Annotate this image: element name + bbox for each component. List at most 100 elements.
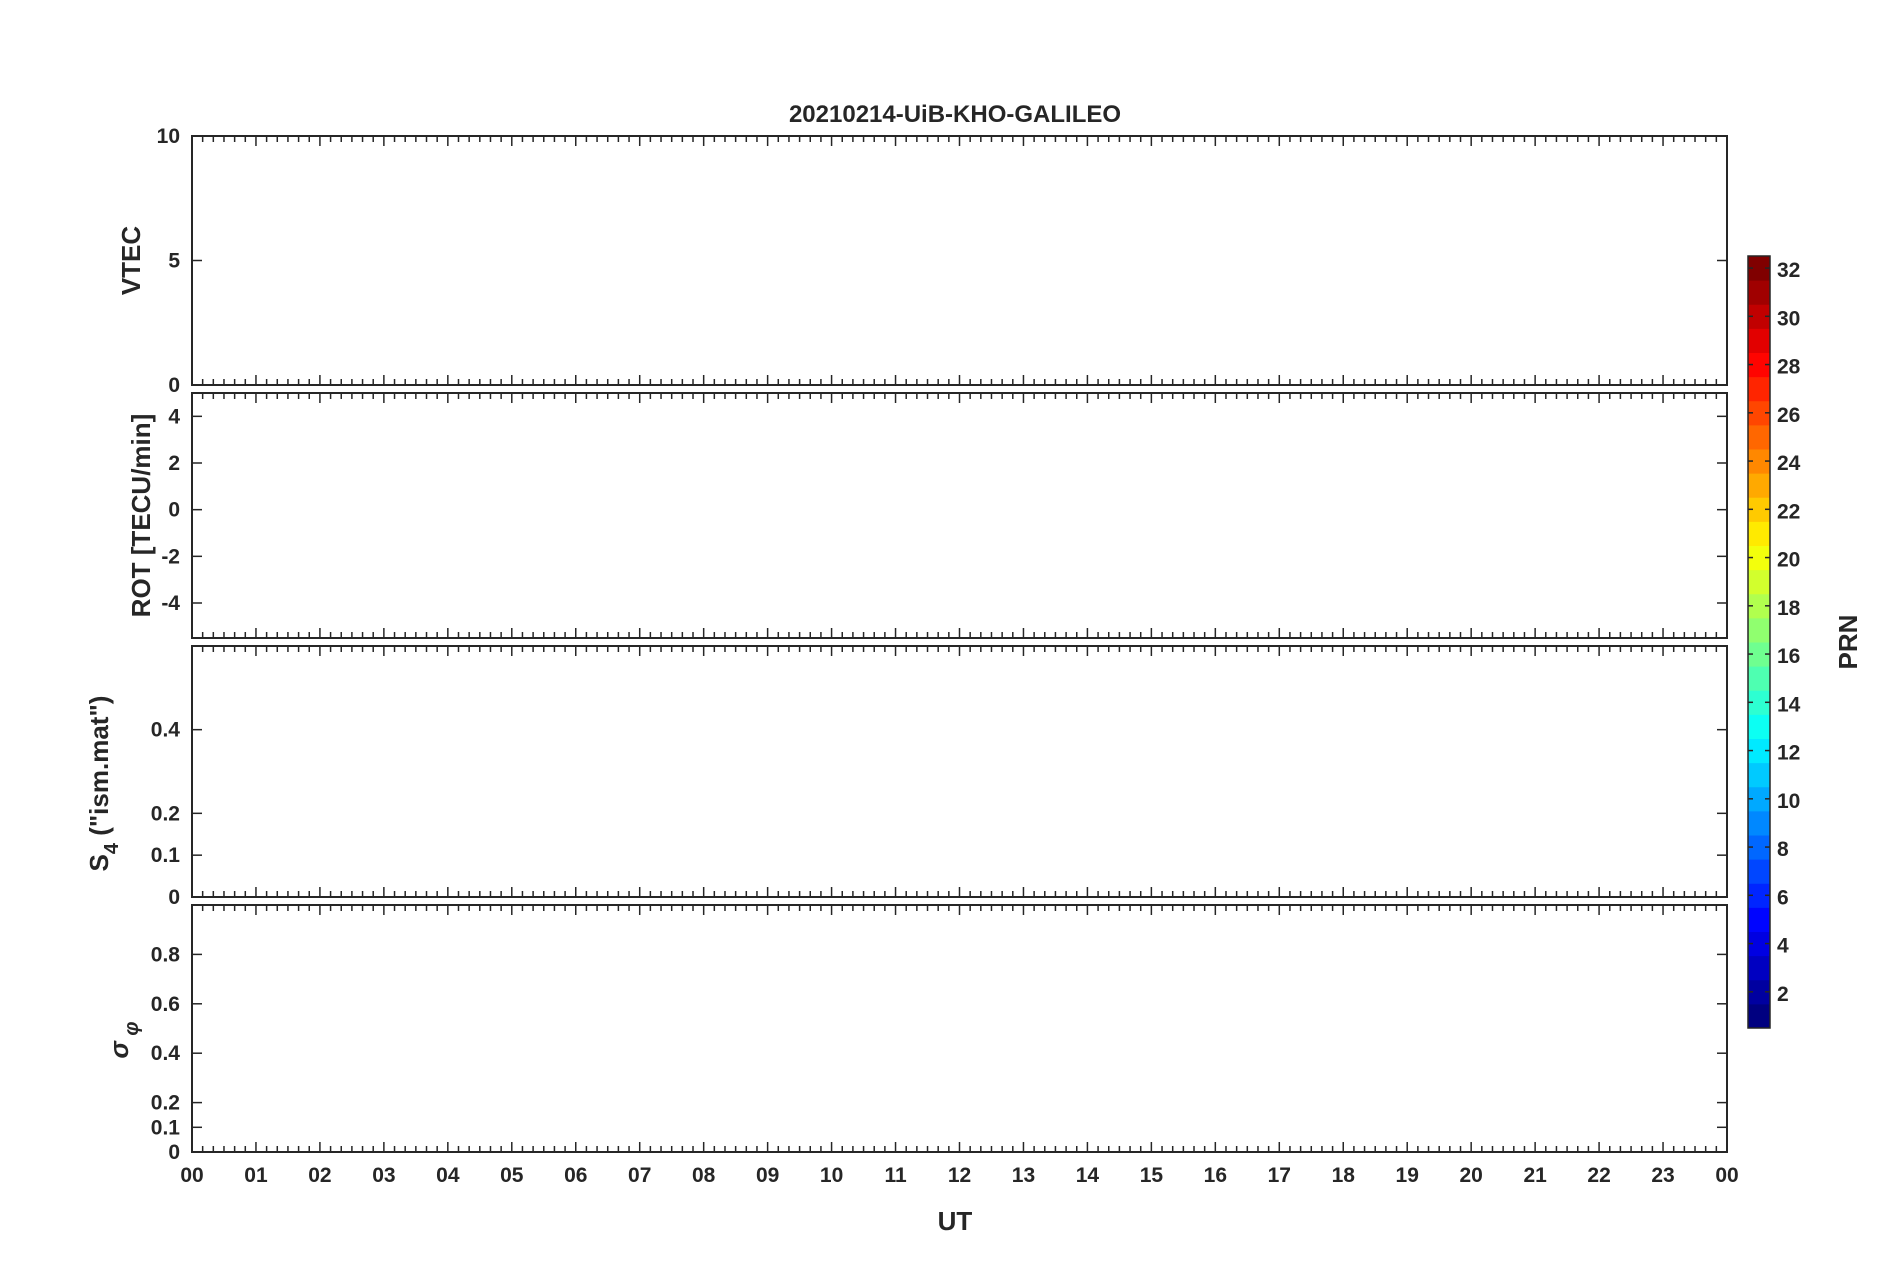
colorbar-tick-2: 2	[1777, 983, 1789, 1006]
xtick-label-0: 00	[180, 1164, 203, 1187]
colorbar-swatch-25	[1748, 424, 1770, 450]
ytick-label-rot--4: -4	[161, 592, 180, 615]
colorbar-swatch-22	[1748, 497, 1770, 522]
colorbar-swatch-15	[1748, 666, 1770, 691]
colorbar-tick-16: 16	[1777, 645, 1800, 668]
colorbar-swatch-3	[1748, 955, 1770, 981]
colorbar-swatch-20	[1748, 545, 1770, 571]
y-axis-label-rot: ROT [TECU/min]	[126, 414, 156, 618]
ytick-label-s4-0.1: 0.1	[151, 844, 181, 867]
colorbar-swatch-27	[1748, 376, 1770, 402]
ytick-label-s4-0.4: 0.4	[151, 719, 181, 742]
panel-rot: -4 -2 0 2 4 ROT [TECU/min]	[126, 392, 1728, 639]
colorbar-swatch-4	[1748, 931, 1770, 957]
colorbar-swatch-21	[1748, 521, 1770, 546]
colorbar-tick-24: 24	[1777, 452, 1801, 475]
colorbar-tick-22: 22	[1777, 500, 1800, 523]
colorbar-swatch-24	[1748, 449, 1770, 474]
colorbar-swatch-23	[1748, 473, 1770, 498]
ytick-label-sigma-0.1: 0.1	[151, 1116, 181, 1139]
colorbar-swatch-28	[1748, 352, 1770, 378]
colorbar-swatch-6	[1748, 883, 1770, 908]
y-axis-label-sigma: σ φ	[104, 1022, 143, 1059]
colorbar-tick-6: 6	[1777, 886, 1789, 909]
ytick-label-sigma-0.2: 0.2	[151, 1092, 180, 1115]
ytick-label-sigma-0.8: 0.8	[151, 943, 181, 966]
colorbar-swatch-17	[1748, 617, 1770, 643]
xtick-label-7: 07	[628, 1164, 651, 1187]
xtick-label-9: 09	[756, 1164, 779, 1187]
colorbar-swatch-9	[1748, 810, 1770, 836]
xtick-label-5: 05	[500, 1164, 524, 1187]
ytick-label-rot-0: 0	[168, 499, 180, 522]
ytick-label-s4-0: 0	[168, 886, 180, 909]
colorbar-tick-14: 14	[1777, 693, 1801, 716]
colorbar-swatch-11	[1748, 762, 1770, 788]
ytick-label-vtec-10: 10	[157, 125, 180, 148]
colorbar-swatch-16	[1748, 642, 1770, 667]
colorbar-swatch-26	[1748, 400, 1770, 426]
colorbar-tick-26: 26	[1777, 404, 1800, 427]
panel-s4: 0 0.1 0.2 0.4 S4 ("ism.mat")	[84, 645, 1728, 909]
colorbar-swatch-14	[1748, 690, 1770, 715]
xtick-label-15: 15	[1140, 1164, 1164, 1187]
xtick-label-19: 19	[1396, 1164, 1419, 1187]
xtick-label-6: 06	[564, 1164, 587, 1187]
colorbar-swatch-18	[1748, 593, 1770, 619]
xtick-label-1: 01	[244, 1164, 268, 1187]
colorbar-swatch-5	[1748, 907, 1770, 932]
ytick-label-rot-4: 4	[168, 405, 180, 428]
colorbar-tick-10: 10	[1777, 790, 1800, 813]
colorbar-tick-20: 20	[1777, 549, 1800, 572]
ytick-label-rot--2: -2	[161, 545, 180, 568]
colorbar-swatch-8	[1748, 835, 1770, 860]
colorbar-swatch-31	[1748, 280, 1770, 305]
colorbar-tick-12: 12	[1777, 742, 1800, 765]
xtick-label-12: 12	[948, 1164, 971, 1187]
panel-rot-frame	[191, 392, 1728, 639]
xtick-label-11: 11	[884, 1164, 907, 1187]
colorbar-swatch-12	[1748, 738, 1770, 764]
panel-s4-frame	[191, 645, 1728, 898]
x-axis-label: UT	[938, 1206, 973, 1236]
xtick-label-8: 08	[692, 1164, 716, 1187]
colorbar-tick-32: 32	[1777, 259, 1800, 282]
xtick-label-24: 00	[1715, 1164, 1738, 1187]
xtick-label-10: 10	[820, 1164, 843, 1187]
ytick-label-sigma-0: 0	[168, 1141, 180, 1164]
colorbar-label: PRN	[1833, 615, 1863, 670]
colorbar-frame	[1747, 255, 1771, 1029]
panel-sigma-frame	[191, 904, 1728, 1153]
xtick-label-23: 23	[1651, 1164, 1674, 1187]
colorbar-tick-18: 18	[1777, 597, 1801, 620]
colorbar-swatch-13	[1748, 714, 1770, 739]
panel-vtec-frame	[191, 135, 1728, 386]
xtick-label-4: 04	[436, 1164, 460, 1187]
ytick-label-vtec-5: 5	[168, 250, 180, 273]
xtick-label-21: 21	[1523, 1164, 1547, 1187]
colorbar-swatch-19	[1748, 569, 1770, 595]
colorbar-swatch-30	[1748, 304, 1770, 329]
xtick-label-16: 16	[1204, 1164, 1227, 1187]
panel-vtec: 0 5 10 VTEC	[116, 125, 1728, 397]
xtick-label-18: 18	[1332, 1164, 1356, 1187]
colorbar-swatch-7	[1748, 859, 1770, 884]
ytick-label-sigma-0.6: 0.6	[151, 993, 180, 1016]
chart-title: 20210214-UiB-KHO-GALILEO	[789, 101, 1121, 128]
panel-sigma: 00.10.2 0.4 0.6 0.8 σ φ 00 01 02 03 04 05 06 07 08 09 1…	[104, 904, 1739, 1187]
colorbar-swatch-10	[1748, 786, 1770, 812]
ytick-label-sigma-0.4: 0.4	[151, 1042, 181, 1065]
ytick-label-s4-0.2: 0.2	[151, 802, 180, 825]
xtick-label-17: 17	[1268, 1164, 1291, 1187]
colorbar-swatch-2	[1748, 979, 1770, 1005]
ytick-label-rot-2: 2	[168, 452, 180, 475]
xtick-label-14: 14	[1076, 1164, 1100, 1187]
colorbar-tick-4: 4	[1777, 935, 1789, 958]
colorbar-tick-30: 30	[1777, 307, 1800, 330]
y-axis-label-vtec: VTEC	[116, 226, 146, 296]
ytick-label-vtec-0: 0	[168, 374, 180, 397]
xtick-label-13: 13	[1012, 1164, 1035, 1187]
